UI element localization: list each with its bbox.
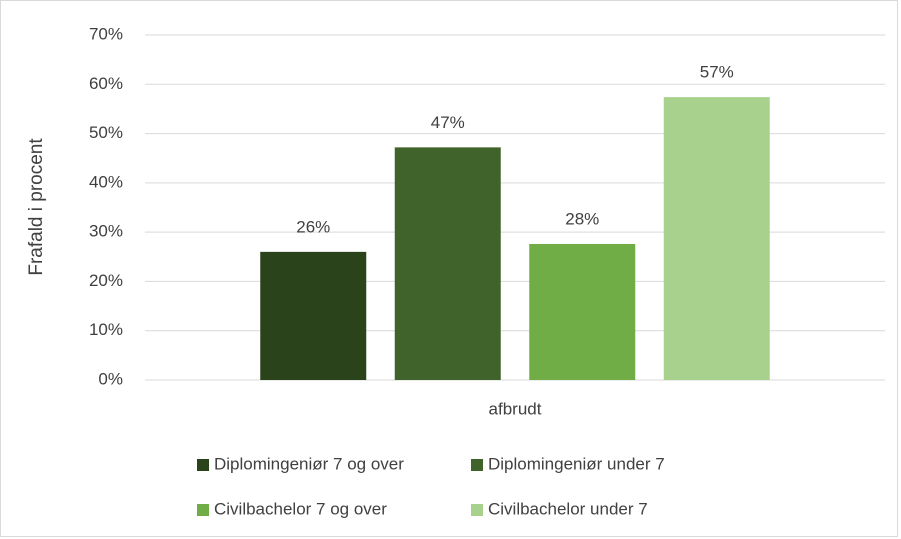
y-axis-label: Frafald i procent <box>26 138 47 276</box>
y-tick-label: 10% <box>89 320 123 339</box>
legend-swatch <box>471 504 483 516</box>
legend-swatch <box>471 459 483 471</box>
y-tick-label: 60% <box>89 74 123 93</box>
bar <box>529 243 636 380</box>
y-tick-label: 0% <box>98 369 123 388</box>
legend-label: Civilbachelor 7 og over <box>214 499 387 518</box>
data-label: 26% <box>296 217 330 236</box>
y-tick-label: 70% <box>89 24 123 43</box>
y-tick-label: 50% <box>89 123 123 142</box>
legend-swatch <box>197 459 209 471</box>
data-label: 28% <box>565 209 599 228</box>
data-label: 47% <box>431 113 465 132</box>
data-label: 57% <box>700 63 734 82</box>
bar <box>260 251 367 380</box>
y-tick-label: 20% <box>89 271 123 290</box>
x-tick-label: afbrudt <box>489 399 542 418</box>
bar <box>394 147 501 380</box>
legend-label: Diplomingeniør under 7 <box>488 454 665 473</box>
bar <box>663 97 770 380</box>
y-tick-label: 40% <box>89 172 123 191</box>
legend-swatch <box>197 504 209 516</box>
y-tick-label: 30% <box>89 222 123 241</box>
legend-label: Diplomingeniør 7 og over <box>214 454 404 473</box>
legend-label: Civilbachelor under 7 <box>488 499 648 518</box>
